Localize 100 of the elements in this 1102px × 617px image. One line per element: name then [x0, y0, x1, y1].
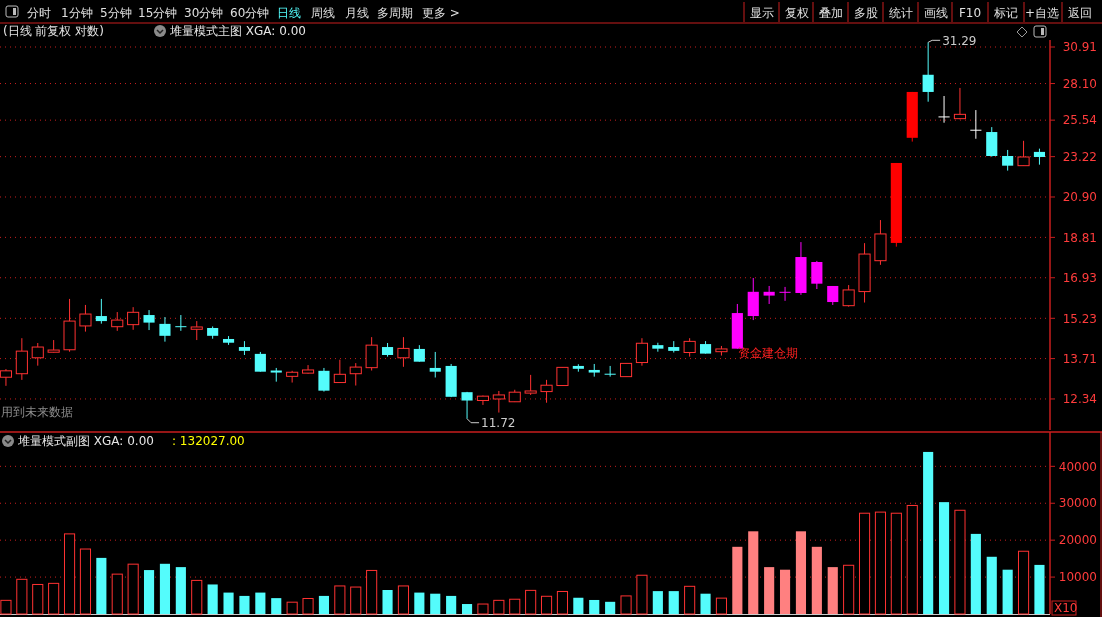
- candlestick: [143, 309, 155, 331]
- bar: [143, 570, 155, 614]
- bar: [1002, 569, 1013, 614]
- bar: [63, 533, 76, 615]
- bar: [430, 593, 441, 614]
- candlestick: [953, 87, 967, 120]
- bar: [938, 502, 950, 614]
- annotation: 11.72: [481, 415, 516, 430]
- bar: [890, 512, 902, 615]
- candlestick: [683, 337, 696, 358]
- bar: [874, 511, 887, 615]
- bar: [764, 567, 775, 614]
- bar: [382, 590, 393, 614]
- y-tick-label: 15.23: [1062, 311, 1097, 326]
- text: 多股: [854, 6, 878, 20]
- candlestick: [652, 342, 664, 353]
- bar: [811, 546, 822, 614]
- candlestick: [127, 306, 140, 331]
- bar: [16, 578, 28, 615]
- candlestick: [15, 337, 28, 381]
- candlestick: [556, 366, 569, 387]
- candlestick: [635, 337, 649, 367]
- candlestick: [842, 284, 855, 308]
- candlestick: [111, 311, 124, 332]
- bar: [0, 599, 12, 615]
- candlestick: [318, 367, 330, 393]
- bar: [556, 590, 569, 615]
- annotation: 用到未来数据: [1, 405, 73, 419]
- bar: [191, 579, 203, 615]
- bar: [525, 589, 537, 615]
- text: 多周期: [377, 6, 413, 20]
- bar: [954, 509, 966, 615]
- y-tick-label: 28.10: [1062, 76, 1097, 91]
- y-tick-label: 18.81: [1062, 230, 1097, 245]
- bar: [175, 567, 186, 614]
- y-tick-label: 20.90: [1062, 190, 1097, 205]
- text: 月线: [345, 6, 369, 20]
- bar: [970, 533, 981, 614]
- candlestick: [175, 314, 187, 332]
- bar: [700, 593, 711, 614]
- bar: [111, 573, 123, 615]
- bar: [779, 569, 791, 614]
- text: 复权: [785, 6, 809, 20]
- candlestick: [190, 320, 203, 341]
- candlestick: [159, 316, 171, 343]
- chart-title: (日线 前复权 对数): [3, 24, 104, 38]
- annotation: 31.29: [942, 33, 977, 48]
- bar: [858, 512, 871, 615]
- text: X10: [1054, 601, 1078, 615]
- candlestick: [524, 374, 537, 396]
- annotation: 资金建仓期: [738, 346, 798, 360]
- bar: [286, 601, 298, 615]
- bar: [668, 591, 679, 614]
- candlestick: [429, 351, 441, 379]
- bar: [827, 567, 838, 614]
- candlestick: [254, 351, 266, 373]
- bar: [986, 556, 997, 614]
- bar: [843, 564, 855, 615]
- bar: [620, 595, 632, 615]
- candlestick: [365, 336, 378, 372]
- y-tick-label: 13.71: [1062, 351, 1097, 366]
- bar: [223, 592, 234, 614]
- candlestick: [461, 391, 473, 420]
- text: 统计: [889, 6, 913, 20]
- candlestick: [95, 298, 107, 325]
- bar: [573, 597, 584, 614]
- bar: [715, 597, 728, 615]
- bar: [48, 582, 60, 615]
- text: 叠加: [819, 6, 843, 20]
- text: 分时: [27, 6, 51, 20]
- bar: [318, 595, 330, 614]
- bar: [636, 574, 648, 615]
- candlestick: [492, 390, 505, 414]
- bar: [32, 583, 44, 615]
- bar: [906, 504, 918, 615]
- y-tick-label: 30.91: [1062, 40, 1097, 55]
- bar: [446, 595, 457, 614]
- bar: [605, 601, 616, 614]
- candlestick: [79, 304, 92, 333]
- bar: [255, 592, 266, 614]
- candlestick: [349, 362, 362, 387]
- text: 返回: [1068, 6, 1092, 20]
- bar: [1034, 564, 1045, 614]
- y-tick-label: 10000: [1058, 570, 1097, 585]
- bar: [1017, 550, 1030, 615]
- text: 标记: [993, 6, 1018, 20]
- chart-title: 堆量模式副图 XGA: 0.00: [17, 434, 154, 448]
- text: 显示: [750, 6, 774, 20]
- candlestick: [540, 379, 553, 404]
- candlestick: [0, 368, 13, 387]
- y-tick-label: 16.93: [1062, 270, 1097, 285]
- candlestick: [970, 109, 982, 140]
- candlestick: [938, 95, 950, 124]
- text: 1分钟: [61, 6, 93, 20]
- bar: [96, 557, 107, 614]
- text: 60分钟: [230, 6, 270, 20]
- bar: [589, 599, 600, 614]
- bar: [397, 585, 410, 615]
- bar: [207, 584, 218, 614]
- text: 周线: [311, 6, 335, 20]
